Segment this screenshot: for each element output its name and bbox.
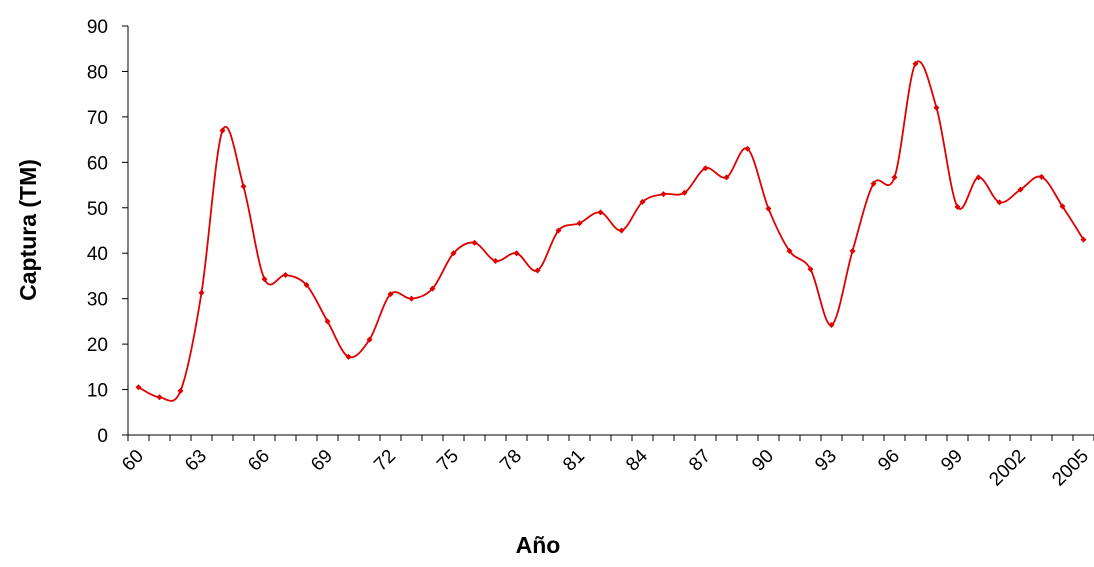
data-point [870,180,877,187]
data-point [261,276,268,283]
data-point [681,189,688,196]
y-tick-label: 20 [87,335,108,356]
data-point [555,227,562,234]
x-tick-label: 72 [370,446,400,476]
x-tick-label: 63 [181,446,211,476]
data-point [303,282,310,289]
x-tick-label: 66 [244,446,274,476]
y-tick-label: 40 [87,244,108,265]
data-point [492,257,499,264]
data-point [912,60,919,67]
x-tick-label: 2002 [985,446,1030,491]
data-point [618,227,625,234]
data-point [513,250,520,257]
data-point [765,205,772,212]
data-point [828,322,835,329]
data-point [429,285,436,292]
y-tick-label: 60 [87,153,108,174]
y-tick-label: 80 [87,62,108,83]
x-tick-label: 84 [622,445,652,475]
data-point [702,165,709,172]
data-point [471,239,478,246]
y-tick-label: 90 [87,17,108,38]
data-point [954,203,961,210]
data-point [1017,186,1024,193]
y-tick-label: 50 [87,199,108,220]
data-point [1080,236,1087,243]
data-point [891,174,898,181]
x-tick-label: 60 [118,446,148,476]
data-point [387,291,394,298]
data-point [177,387,184,394]
data-point [1059,203,1066,210]
x-tick-label: 69 [307,446,337,476]
data-point [366,336,373,343]
data-point [807,266,814,273]
x-tick-label: 96 [874,446,904,476]
data-point [219,127,226,134]
x-tick-label: 87 [685,446,715,476]
y-tick-label: 30 [87,290,108,311]
data-point [324,318,331,325]
x-tick-label: 75 [433,446,463,476]
data-point [408,295,415,302]
x-tick-label: 2005 [1048,446,1093,491]
data-point [135,384,142,391]
data-point [576,220,583,227]
data-point [723,174,730,181]
y-tick-label: 70 [87,108,108,129]
data-point [849,247,856,254]
data-point [156,394,163,401]
data-point [996,199,1003,206]
data-point [345,353,352,360]
data-point [240,183,247,190]
data-point [660,191,667,198]
data-point [639,198,646,205]
data-point [1038,173,1045,180]
x-tick-label: 99 [937,446,967,476]
data-point [933,104,940,111]
data-point [597,209,604,216]
x-tick-label: 90 [748,446,778,476]
data-point [450,250,457,257]
data-point [198,289,205,296]
data-point [786,247,793,254]
y-tick-label: 0 [97,426,108,447]
x-tick-label: 81 [559,446,589,476]
data-point [744,145,751,152]
data-point [975,174,982,181]
y-axis-title: Captura (TM) [15,159,41,301]
y-tick-label: 10 [87,381,108,402]
x-axis-title: Año [516,532,561,558]
data-point [534,267,541,274]
data-point [282,272,289,279]
data-line [138,60,1085,402]
x-tick-label: 78 [496,446,526,476]
x-tick-label: 93 [811,446,841,476]
